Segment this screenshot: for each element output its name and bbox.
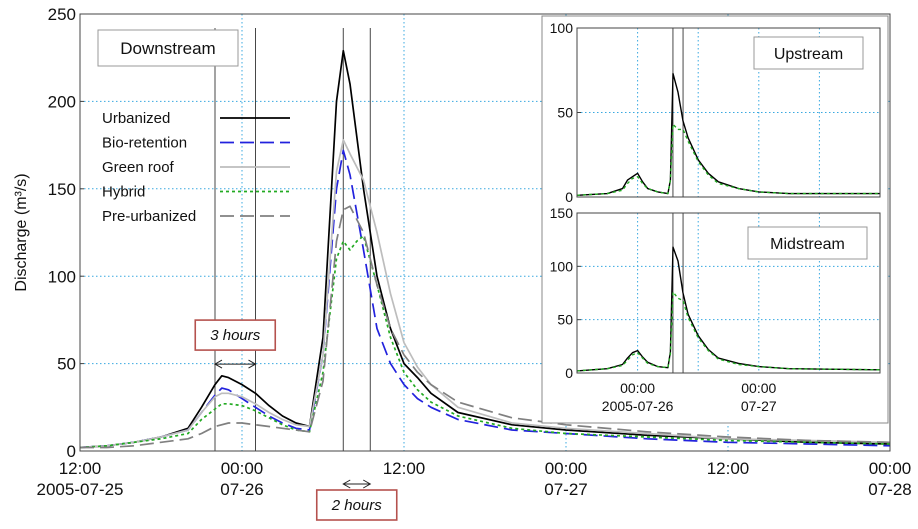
- y-tick-label: 100: [48, 267, 76, 286]
- panel-title-box: [747, 226, 868, 260]
- legend-label: Green roof: [102, 159, 175, 176]
- annotation-arrowhead: [248, 359, 257, 369]
- x-tick-label: 12:00: [383, 459, 426, 478]
- legend-label: Urbanized: [102, 110, 170, 127]
- series-line-hybrid: [576, 123, 880, 196]
- annotation-arrowhead: [342, 479, 351, 489]
- x-tick-label: 12:00: [707, 459, 750, 478]
- annotation-label: 3 hours: [210, 327, 261, 344]
- legend-label: Hybrid: [102, 184, 145, 201]
- plot-frame: [576, 212, 881, 374]
- y-axis-label: Discharge (m³/s): [13, 173, 30, 291]
- x-tick-label: 00:00: [741, 380, 776, 396]
- panel-downstream: 0 50 100 150 200 250 12:00 2005-07-25 00:00 07-26…: [13, 5, 912, 521]
- plot-frame: [79, 13, 891, 452]
- y-tick-label: 100: [550, 20, 574, 36]
- legend: Urbanized Bio-retention Green roof Hybrid Pr…: [102, 110, 290, 225]
- y-tick-label: 100: [550, 258, 574, 274]
- annotation-box: [315, 489, 398, 521]
- annotation-label: 2 hours: [331, 497, 383, 514]
- annotation-arrowhead: [363, 479, 372, 489]
- x-tick-date-label: 07-28: [868, 480, 911, 499]
- annotation-box: [194, 319, 277, 351]
- x-tick-date-label: 2005-07-26: [602, 398, 674, 414]
- legend-label: Bio-retention: [102, 135, 187, 152]
- x-tick-date-label: 07-27: [741, 398, 777, 414]
- panel-title: Upstream: [774, 46, 843, 63]
- series-line-urbanized: [576, 72, 880, 196]
- x-tick-label: 00:00: [620, 380, 655, 396]
- y-tick-label: 50: [557, 105, 573, 121]
- series-line-urbanized: [576, 246, 881, 372]
- y-tick-label: 200: [48, 93, 76, 112]
- panel-midstream: 0 50 100 150 00:00 2005-07-26 00:00 07-27 Midstr…: [550, 205, 881, 414]
- annotation-arrowhead: [213, 359, 223, 369]
- x-tick-date-label: 07-26: [220, 480, 263, 499]
- legend-label: Pre-urbanized: [102, 208, 196, 225]
- panel-title-box: [753, 36, 864, 70]
- series-line-pre-urbanized: [80, 205, 891, 449]
- series-line-urbanized: [79, 49, 891, 449]
- y-tick-label: 0: [565, 189, 573, 205]
- y-tick-label: 150: [550, 205, 574, 221]
- x-tick-label: 00:00: [869, 459, 912, 478]
- series-line-hybrid: [576, 291, 881, 372]
- inset-container: [541, 15, 889, 424]
- x-tick-date-label: 07-27: [544, 480, 587, 499]
- series-line-hybrid: [79, 235, 891, 449]
- panel-upstream: 0 50 100 Upstream: [550, 20, 881, 205]
- x-tick-label: 00:00: [545, 459, 588, 478]
- y-tick-label: 150: [48, 180, 76, 199]
- panel-title: Downstream: [120, 39, 215, 58]
- y-tick-label: 50: [557, 312, 573, 328]
- panel-title-box: [97, 29, 239, 67]
- y-tick-label: 0: [67, 442, 76, 461]
- x-tick-label: 12:00: [59, 459, 102, 478]
- x-tick-label: 00:00: [221, 459, 264, 478]
- y-tick-label: 50: [57, 355, 76, 374]
- y-tick-label: 250: [48, 5, 76, 24]
- series-line-green-roof: [79, 139, 891, 449]
- y-tick-label: 0: [565, 365, 573, 381]
- x-tick-date-label: 2005-07-25: [37, 480, 124, 499]
- panel-title: Midstream: [770, 236, 845, 253]
